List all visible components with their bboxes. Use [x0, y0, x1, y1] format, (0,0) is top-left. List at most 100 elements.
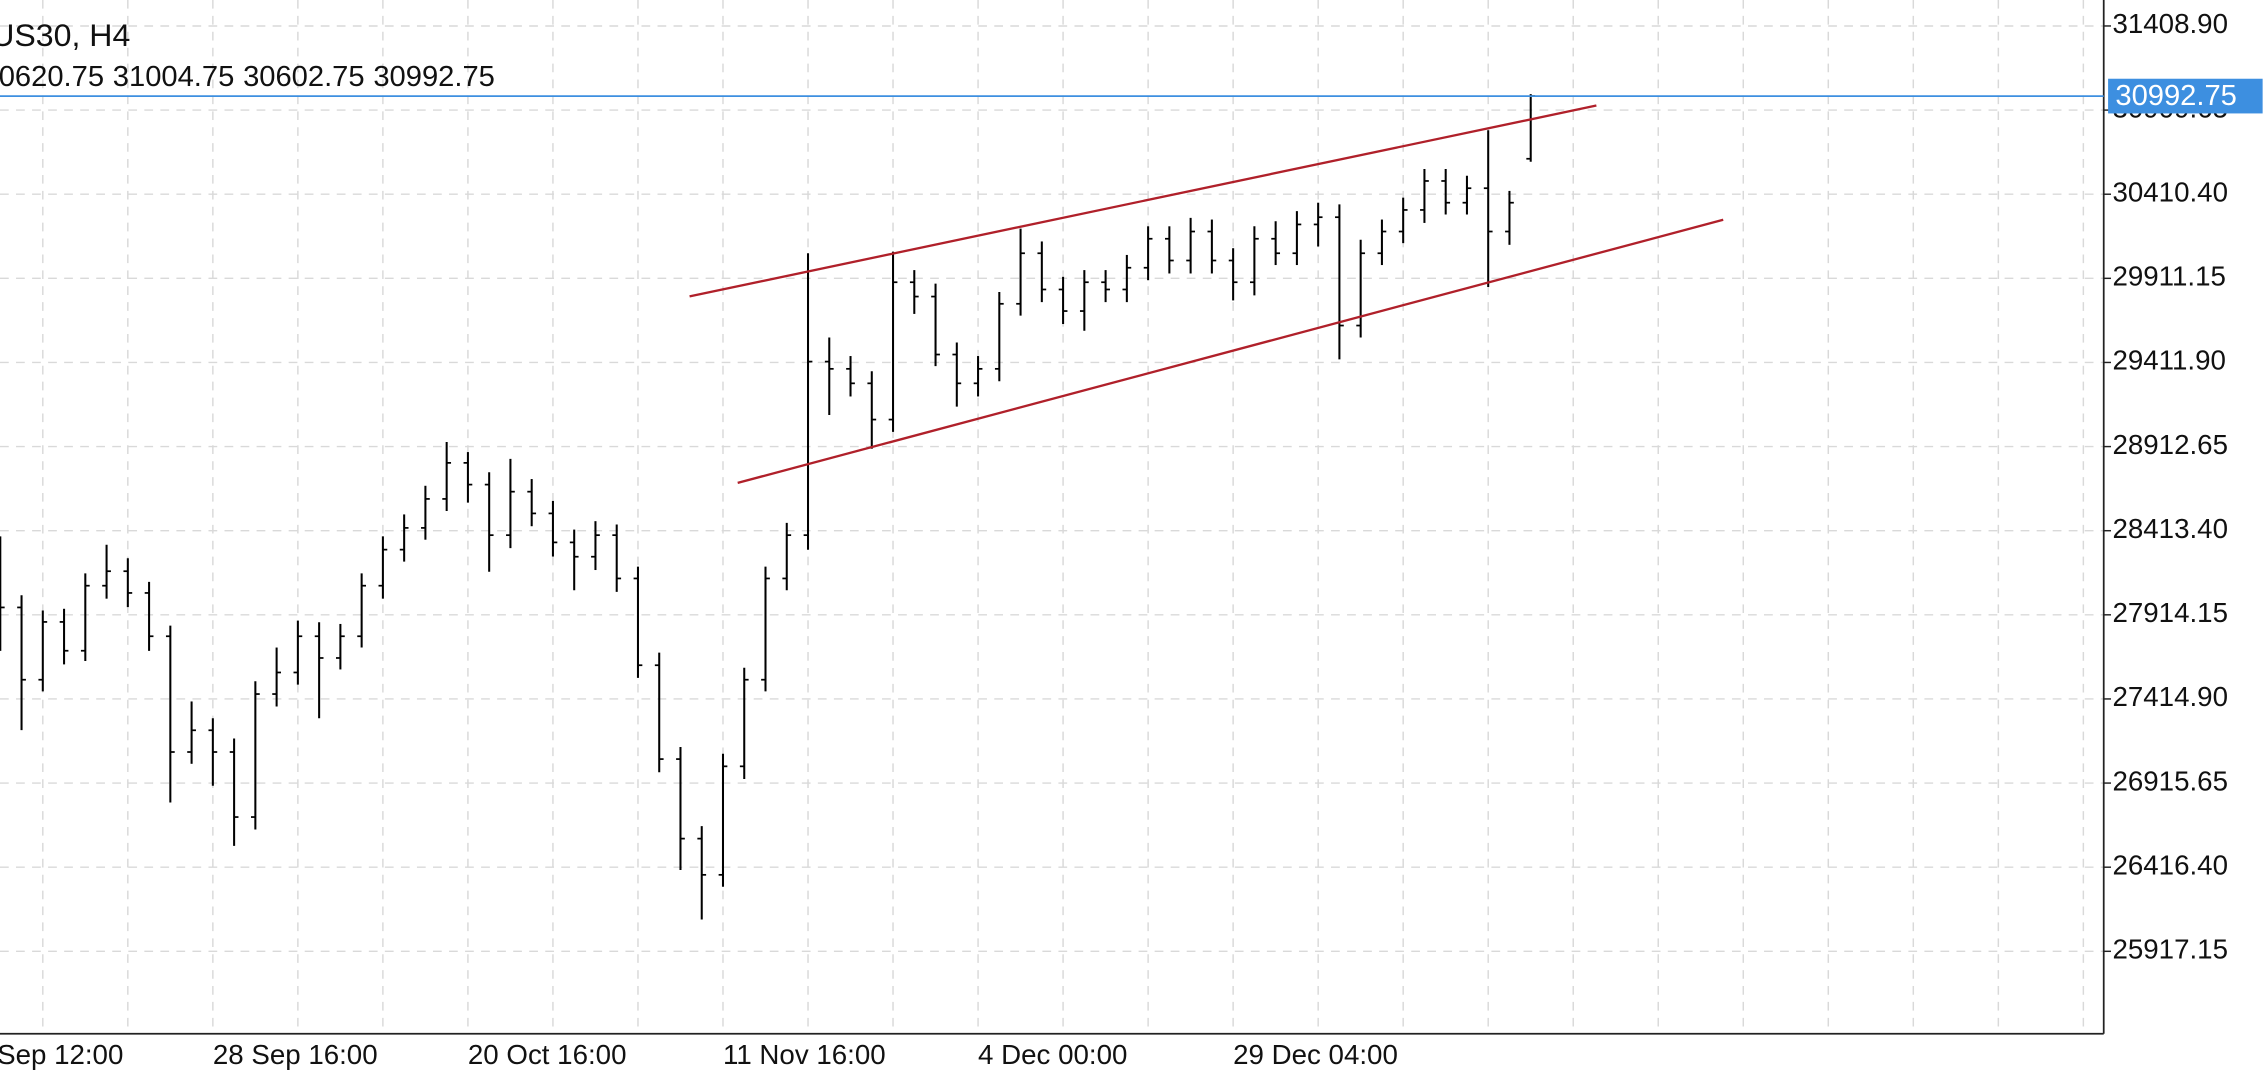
ohlc-bar: [612, 524, 622, 592]
ohlc-bar: [187, 701, 196, 764]
ohlc-bar: [399, 514, 409, 562]
y-tick-label: 31408.90: [2112, 8, 2228, 39]
channel-upper: [689, 104, 1597, 298]
x-tick-label: 11 Nov 16:00: [723, 1039, 886, 1070]
ohlc-value: 30620.75: [0, 61, 104, 93]
ohlc-bar: [208, 718, 218, 786]
y-tick-label: 30410.40: [2112, 177, 2228, 208]
ohlc-bar: [421, 485, 430, 540]
ohlc-bar: [1101, 270, 1110, 303]
x-tick-label: 28 Sep 16:00: [213, 1039, 378, 1070]
ohlc-bar: [1377, 219, 1387, 266]
ohlc-bar: [761, 566, 770, 692]
ohlc-bar: [591, 521, 600, 571]
ohlc-bar: [0, 536, 5, 651]
ohlc-bar: [1462, 175, 1472, 215]
ohlc-bar: [1505, 190, 1514, 245]
ohlc-bar: [888, 251, 898, 432]
ohlc-bar: [1335, 204, 1344, 360]
ohlc-bar: [1356, 239, 1366, 338]
ohlc-bar: [463, 452, 473, 503]
ohlc-value: 31004.75: [113, 61, 235, 93]
ohlc-bar: [846, 356, 855, 397]
ohlc-bar: [484, 472, 494, 572]
ohlc-bar: [867, 371, 877, 449]
ohlc-bar: [739, 667, 749, 779]
ohlc-bar: [1271, 221, 1281, 266]
ohlc-bar: [1122, 254, 1132, 303]
ohlc-bar: [824, 337, 834, 416]
ohlc-bar: [527, 479, 537, 527]
ohlc-bar: [314, 622, 324, 719]
ohlc-bar: [1079, 270, 1089, 331]
ohlc-bar: [1037, 241, 1047, 303]
ohlc-bar: [1143, 226, 1153, 281]
ohlc-bar: [1228, 248, 1238, 301]
ohlc-bar: [931, 283, 940, 367]
y-tick-label: 25917.15: [2112, 934, 2228, 965]
ohlc-bar: [293, 620, 303, 685]
ohlc-bar: [378, 536, 388, 599]
ohlc-bar: [336, 623, 345, 670]
ohlc-bar: [123, 558, 133, 608]
ohlc-bar: [1250, 226, 1259, 296]
ohlc-bar: [250, 681, 260, 830]
ohlc-value: 30992.75: [373, 61, 495, 93]
ohlc-bar: [144, 581, 154, 651]
ohlc-bar: [1164, 226, 1174, 274]
x-tick-label: Sep 12:00: [0, 1039, 123, 1070]
channel-lower: [737, 218, 1724, 485]
bars: [0, 94, 1536, 920]
ohlc-bar: [973, 356, 983, 397]
ohlc-bar: [272, 647, 281, 707]
y-tick-label: 29911.15: [2112, 261, 2225, 292]
ohlc-bar: [1313, 202, 1323, 247]
ohlc-bar: [1186, 217, 1195, 274]
ohlc-bar: [80, 573, 90, 662]
y-tick-label: 28912.65: [2112, 429, 2228, 460]
ohlc-bar: [676, 746, 685, 870]
ohlc-bar: [803, 253, 813, 550]
ohlc-bar: [1292, 211, 1302, 266]
ohlc-bar: [1483, 130, 1493, 287]
y-tick-label: 26915.65: [2112, 765, 2228, 796]
ohlc-bar: [357, 573, 367, 648]
price-tag-label: 30992.75: [2115, 80, 2237, 112]
ohlc-bar: [1420, 169, 1429, 223]
ohlc-bar: [654, 652, 664, 773]
ohlc-bar: [909, 270, 919, 314]
chart-title: US30, H4: [0, 17, 130, 53]
y-tick-label: 27414.90: [2112, 681, 2228, 712]
y-tick-label: 26416.40: [2112, 850, 2228, 881]
ohlc-bar: [569, 529, 579, 591]
ohlc-bar: [229, 738, 239, 846]
ohlc-bar: [1207, 219, 1217, 274]
ohlc-bar: [952, 342, 962, 407]
ohlc-bar: [102, 544, 111, 599]
ohlc-value: 30602.75: [243, 61, 365, 93]
ohlc-bar: [633, 566, 643, 678]
ohlc-bar: [697, 826, 707, 920]
ohlc-bar: [59, 608, 69, 665]
price-tag: [2108, 78, 2263, 114]
ohlc-bar: [442, 441, 452, 512]
ohlc-bar: [1016, 228, 1025, 316]
y-tick-label: 28413.40: [2112, 513, 2228, 544]
grid: [0, 0, 2104, 1034]
ohlc-bar: [994, 292, 1004, 382]
y-tick-label: 27914.15: [2112, 597, 2228, 628]
ohlc-bar: [165, 625, 175, 803]
ohlc-bar: [38, 610, 48, 692]
ohlc-bar: [17, 595, 26, 731]
ohlc-bar: [1441, 169, 1451, 215]
x-tick-label: 4 Dec 00:00: [978, 1039, 1127, 1070]
ohlc-bar: [1398, 197, 1408, 244]
ohlc-bar: [718, 753, 728, 887]
y-tick-label: 29411.90: [2112, 345, 2225, 376]
ohlc-bar: [1058, 276, 1068, 325]
ohlc-bar: [782, 522, 792, 591]
x-tick-label: 20 Oct 16:00: [468, 1039, 627, 1070]
